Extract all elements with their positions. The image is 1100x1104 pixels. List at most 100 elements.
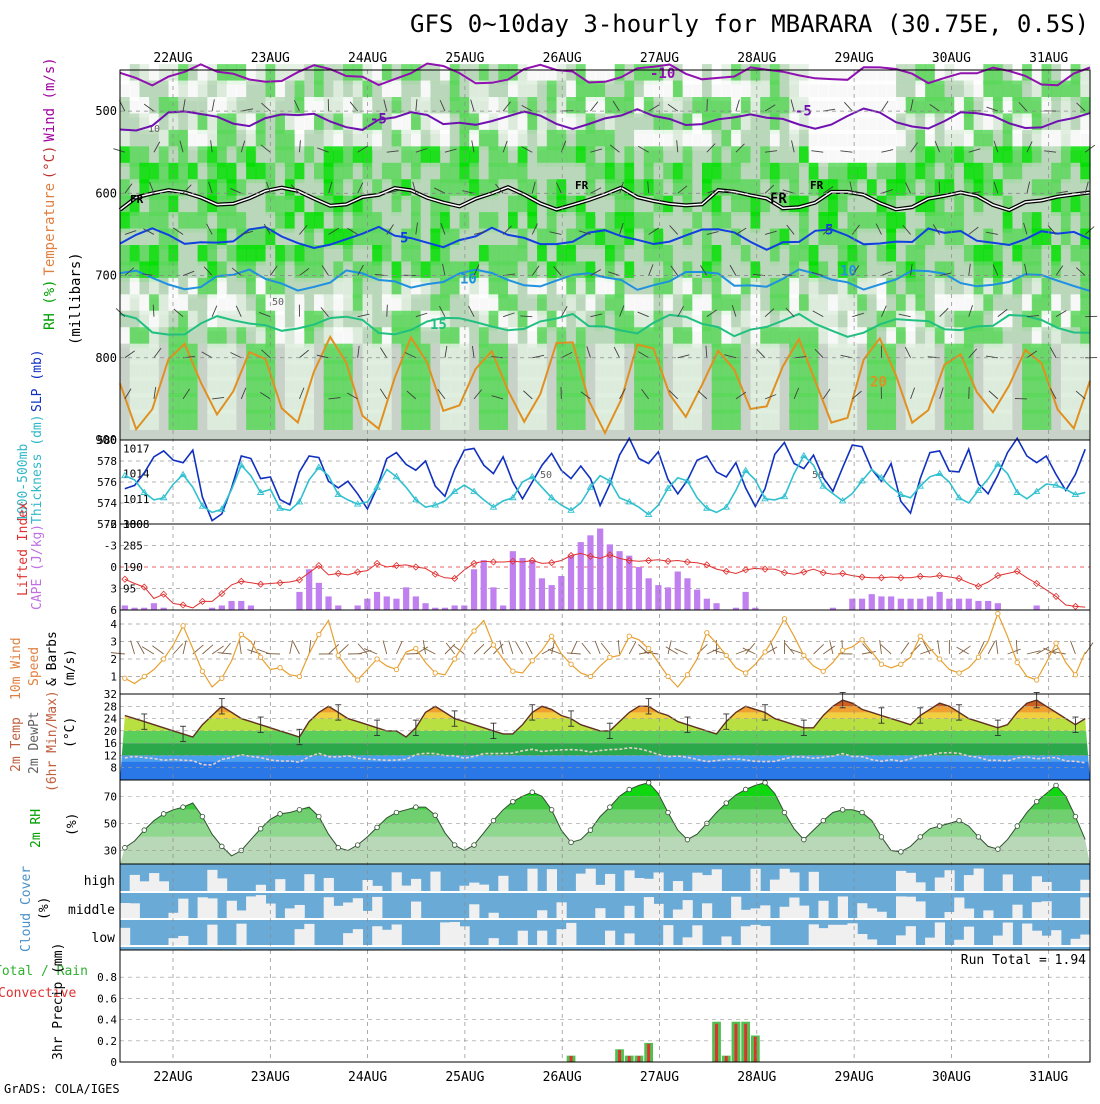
rh-marker — [976, 835, 981, 840]
cape-bar — [713, 603, 719, 610]
surface-wind-barb — [290, 640, 293, 654]
day-label-bottom: 23AUG — [251, 1070, 290, 1085]
cloud-cell — [120, 903, 130, 919]
wind-speed-marker — [918, 634, 922, 638]
cloud-cell — [624, 906, 634, 919]
rh-cell — [624, 409, 634, 430]
cape-bar — [956, 599, 962, 610]
wind-speed-marker — [1054, 641, 1058, 645]
cloud-cell — [1032, 931, 1042, 946]
rh-cell — [712, 409, 722, 430]
rh-cell — [702, 409, 712, 430]
cloud-cell — [896, 871, 906, 892]
cloud-cell — [527, 869, 537, 892]
rh-marker — [549, 808, 554, 813]
cloud-cell — [537, 931, 547, 946]
rh-cell — [1022, 409, 1032, 430]
cloud-cell — [149, 873, 159, 892]
cloud-cell — [964, 927, 974, 946]
wind-speed-marker — [705, 631, 709, 635]
rh-marker — [1034, 799, 1039, 804]
upper-air-ylabel-part: RH (%) — [42, 279, 58, 330]
rh-cell — [974, 409, 984, 430]
y-tick-label: 574 — [97, 497, 117, 510]
slp-line — [125, 438, 1085, 520]
cloud-cell — [537, 910, 547, 919]
rh-marker — [743, 787, 748, 792]
rh-ylabel-text: 2m RH — [29, 809, 44, 848]
rh-cell — [605, 409, 615, 430]
rh-cell — [324, 409, 334, 430]
rh-marker — [452, 843, 457, 848]
y-tick-label: 2 — [110, 653, 117, 666]
cape-bar — [743, 592, 749, 610]
temp-band — [120, 712, 1090, 718]
cloud-cell — [557, 902, 567, 919]
wind-speed-marker — [549, 634, 553, 638]
wind-ylabel-part: (m/s) — [63, 649, 78, 688]
rh-cell — [654, 409, 664, 430]
rh-cell — [731, 409, 741, 430]
cloud-cell — [343, 902, 353, 919]
surface-wind-barb — [293, 642, 299, 654]
rh-marker — [317, 814, 322, 819]
day-label-bottom: 25AUG — [445, 1070, 484, 1085]
rh-cell — [392, 409, 402, 430]
day-label-bottom: 27AUG — [640, 1070, 679, 1085]
rh-cell — [886, 409, 896, 430]
rh-marker — [123, 845, 128, 850]
cloud-cell — [304, 874, 314, 892]
cloud-row-label: middle — [68, 903, 115, 918]
rh-marker — [297, 808, 302, 813]
rh-cell — [508, 409, 518, 430]
wind-ylabel-text: Speed — [27, 647, 42, 686]
cloud-cell — [372, 926, 382, 946]
wind-speed-marker — [937, 657, 941, 661]
precip-convective-bar — [628, 1056, 631, 1062]
rh-marker — [394, 810, 399, 815]
temp-ylabel-part: (°C) — [63, 717, 78, 748]
cloud-cell — [120, 928, 130, 946]
rh-marker — [491, 818, 496, 823]
cloud-cell — [159, 881, 169, 892]
cloud-cell — [683, 900, 693, 919]
y-tick-label: 20 — [104, 725, 117, 738]
y-tick-label: 12 — [104, 749, 117, 762]
cloud-cell — [450, 922, 460, 946]
rh-cell — [595, 409, 605, 430]
rh-marker — [860, 810, 865, 815]
y-tick-label: 8 — [110, 762, 117, 775]
rh-band — [120, 796, 1090, 810]
y-tick-label: 3 — [110, 583, 117, 596]
rh-marker — [220, 844, 225, 849]
cloud-cell — [178, 899, 188, 919]
cloud-cell — [857, 903, 867, 919]
cape-bar — [374, 592, 380, 610]
rh-cell — [236, 409, 246, 430]
rh-band — [120, 823, 1090, 837]
wind-barb — [707, 99, 708, 111]
rh-marker — [472, 843, 477, 848]
cloud-cell — [644, 879, 654, 892]
cape-bar — [995, 603, 1001, 610]
surface-wind-barb — [988, 642, 995, 654]
rh-marker — [918, 835, 923, 840]
cape-bar — [675, 572, 681, 610]
rh-band — [120, 780, 1090, 796]
cloud-cell — [896, 935, 906, 946]
cape-bar — [384, 596, 390, 610]
upper-air-ylabel: RH (%)Temperature(°C)Wind (m/s) — [42, 57, 58, 330]
surface-wind-barb — [814, 644, 824, 654]
wind-speed-marker — [123, 676, 127, 680]
surface-wind-barb — [1070, 641, 1075, 654]
rh-cell — [770, 409, 780, 430]
cape-bar — [355, 605, 361, 610]
cloud-cell — [838, 896, 848, 919]
isotherm-label: 5 — [825, 223, 833, 239]
day-label-top: 27AUG — [640, 51, 679, 66]
day-label-top: 26AUG — [543, 51, 582, 66]
rh-ylabel-text: (%) — [65, 813, 80, 836]
isotherm-label: FR — [575, 179, 589, 192]
rh-marker — [879, 835, 884, 840]
cloud-cell — [789, 872, 799, 892]
